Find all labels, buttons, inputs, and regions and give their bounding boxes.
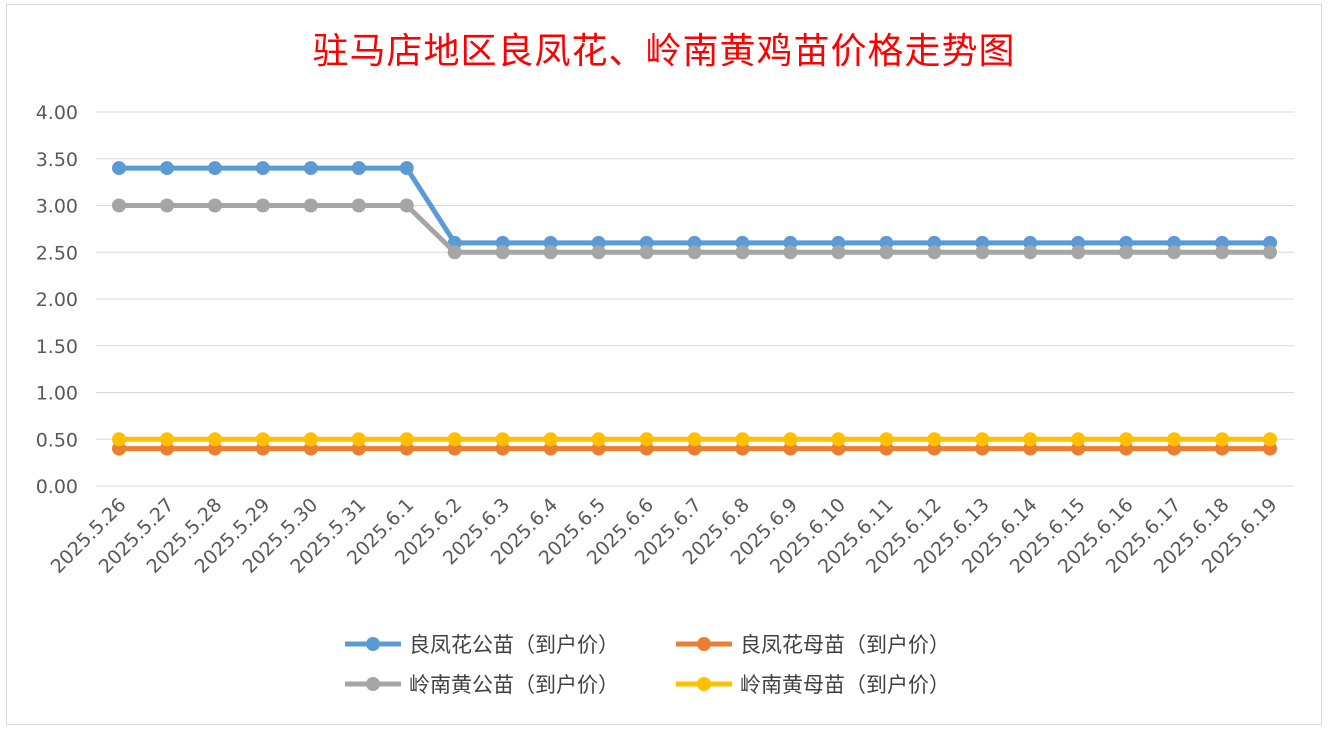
data-point (207, 432, 222, 447)
legend-item: 岭南黄母苗（到户价） (676, 673, 950, 697)
data-point (303, 161, 318, 176)
data-point (879, 245, 894, 260)
data-point (1263, 432, 1278, 447)
data-point (639, 245, 654, 260)
data-point (543, 245, 558, 260)
legend-marker (697, 677, 711, 691)
y-tick-label: 4.00 (36, 102, 78, 124)
data-point (1167, 432, 1182, 447)
data-point (351, 432, 366, 447)
data-point (927, 432, 942, 447)
data-point (591, 432, 606, 447)
data-point (831, 432, 846, 447)
legend-item: 良凤花公苗（到户价） (345, 633, 619, 657)
y-tick-label: 0.00 (36, 476, 78, 498)
data-point (112, 161, 126, 176)
legend-label: 良凤花公苗（到户价） (409, 633, 619, 657)
data-point (399, 161, 414, 176)
data-point (159, 198, 174, 213)
data-point (975, 245, 990, 260)
data-point (735, 432, 750, 447)
y-tick-label: 2.00 (36, 289, 78, 311)
data-point (112, 432, 126, 447)
data-point (639, 432, 654, 447)
legend-item: 良凤花母苗（到户价） (676, 633, 950, 657)
data-point (975, 432, 990, 447)
chart-area (6, 4, 1322, 725)
data-point (447, 432, 462, 447)
data-point (399, 432, 414, 447)
data-point (1023, 432, 1038, 447)
data-point (831, 245, 846, 260)
data-point (1071, 432, 1086, 447)
legend-label: 良凤花母苗（到户价） (740, 633, 950, 657)
data-point (447, 245, 462, 260)
legend-marker (697, 637, 711, 651)
data-point (1071, 245, 1086, 260)
data-point (783, 245, 798, 260)
data-point (1119, 432, 1134, 447)
series-lines (112, 161, 1278, 456)
legend-label: 岭南黄母苗（到户价） (740, 673, 950, 697)
data-point (351, 198, 366, 213)
x-axis-ticks: 2025.5.262025.5.272025.5.282025.5.292025… (47, 494, 1282, 578)
data-point (255, 432, 270, 447)
data-point (783, 432, 798, 447)
data-point (495, 432, 510, 447)
data-point (159, 432, 174, 447)
data-point (1263, 245, 1278, 260)
data-point (591, 245, 606, 260)
data-point (1023, 245, 1038, 260)
chart-title: 驻马店地区良凤花、岭南黄鸡苗价格走势图 (312, 31, 1016, 72)
legend-marker (366, 637, 380, 651)
data-point (303, 432, 318, 447)
y-tick-label: 3.50 (36, 149, 78, 171)
data-point (351, 161, 366, 176)
data-point (1119, 245, 1134, 260)
y-tick-label: 1.50 (36, 336, 78, 358)
y-axis-ticks: 0.00 0.50 1.00 1.50 2.00 2.50 3.00 3.50 4.00 (36, 102, 78, 498)
legend-marker (366, 677, 380, 691)
legend: 良凤花公苗（到户价） 良凤花母苗（到户价） 岭南黄公苗（到户价） 岭南黄母苗（到户价） (345, 633, 950, 697)
data-point (543, 432, 558, 447)
data-point (255, 198, 270, 213)
legend-label: 岭南黄公苗（到户价） (409, 673, 619, 697)
data-point (1215, 245, 1230, 260)
data-point (399, 198, 414, 213)
data-point (207, 198, 222, 213)
data-point (687, 245, 702, 260)
data-point (687, 432, 702, 447)
data-point (927, 245, 942, 260)
data-point (1215, 432, 1230, 447)
data-point (735, 245, 750, 260)
y-tick-label: 0.50 (36, 429, 78, 451)
data-point (159, 161, 174, 176)
data-point (207, 161, 222, 176)
data-point (255, 161, 270, 176)
data-point (879, 432, 894, 447)
data-point (1167, 245, 1182, 260)
legend-item: 岭南黄公苗（到户价） (345, 673, 619, 697)
y-tick-label: 1.00 (36, 383, 78, 405)
data-point (112, 198, 126, 213)
data-point (495, 245, 510, 260)
data-point (303, 198, 318, 213)
y-tick-label: 2.50 (36, 242, 78, 264)
y-tick-label: 3.00 (36, 196, 78, 218)
